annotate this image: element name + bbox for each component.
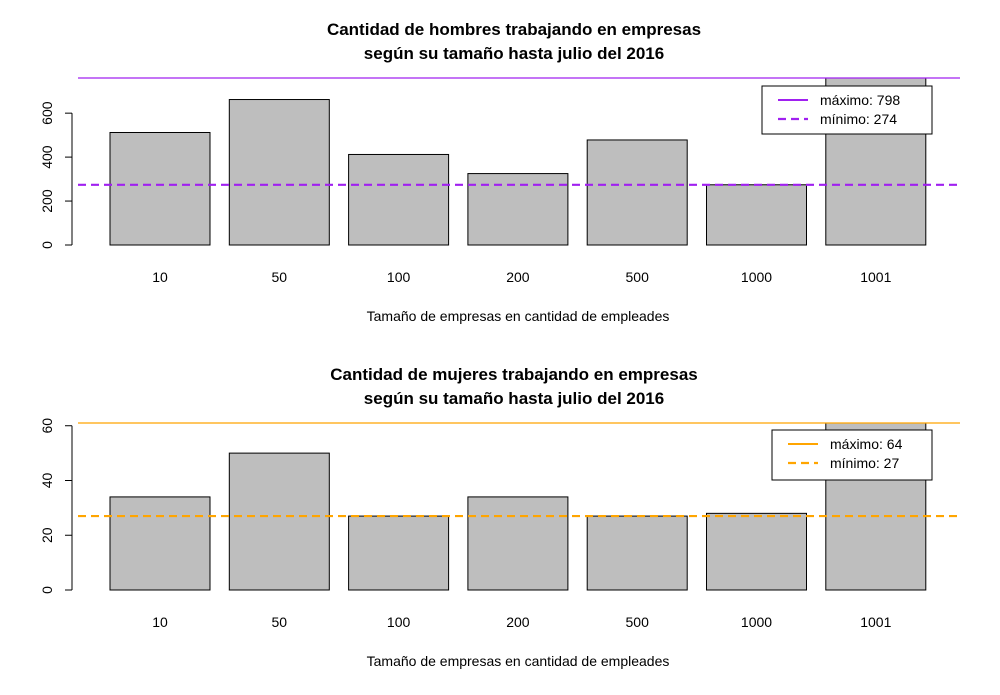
bar-1000: [706, 512, 807, 591]
x-tick-label: 100: [387, 614, 411, 630]
legend: máximo: 64 mínimo: 27: [771, 429, 933, 481]
x-tick-label: 50: [272, 269, 288, 285]
legend-label: mínimo: 274: [820, 111, 897, 127]
x-tick-label: 500: [626, 269, 650, 285]
y-tick-label: 40: [39, 472, 55, 488]
bar-100: [348, 153, 450, 246]
bar-500: [586, 139, 688, 246]
bar-200: [467, 496, 569, 591]
chart-title: Cantidad de mujeres trabajando en empres…: [330, 365, 698, 408]
chart-title-line: según su tamaño hasta julio del 2016: [364, 44, 664, 63]
y-tick-label: 20: [39, 527, 55, 543]
chart-panel-2: Cantidad de mujeres trabajando en empres…: [39, 365, 960, 669]
legend-box: [761, 85, 933, 135]
y-tick-label: 0: [39, 586, 55, 594]
legend: máximo: 798 mínimo: 274: [761, 85, 933, 135]
legend-label: máximo: 798: [820, 92, 900, 108]
bar-50: [228, 452, 330, 591]
bar-10: [109, 496, 211, 591]
y-tick-label: 0: [39, 241, 55, 249]
bar-50: [228, 99, 330, 246]
legend-label: máximo: 64: [830, 436, 903, 452]
y-tick-label: 200: [39, 189, 55, 213]
chart-title-line: Cantidad de hombres trabajando en empres…: [327, 20, 701, 39]
bar-1000: [706, 184, 807, 246]
legend-label: mínimo: 27: [830, 455, 899, 471]
x-tick-label: 200: [506, 269, 530, 285]
x-axis-label: Tamaño de empresas en cantidad de emplea…: [367, 308, 670, 324]
x-tick-label: 1001: [860, 614, 891, 630]
x-tick-label: 500: [626, 614, 650, 630]
chart-title-line: según su tamaño hasta julio del 2016: [364, 389, 664, 408]
x-tick-label: 1000: [741, 614, 772, 630]
bar-10: [109, 131, 211, 246]
bar-500: [586, 515, 688, 591]
x-axis-label: Tamaño de empresas en cantidad de emplea…: [367, 653, 670, 669]
x-tick-label: 200: [506, 614, 530, 630]
x-tick-label: 100: [387, 269, 411, 285]
chart-title-line: Cantidad de mujeres trabajando en empres…: [330, 365, 698, 384]
y-tick-label: 600: [39, 101, 55, 125]
bar-100: [348, 515, 450, 591]
x-tick-label: 10: [152, 614, 168, 630]
legend-box: [771, 429, 933, 481]
chart-title: Cantidad de hombres trabajando en empres…: [327, 20, 701, 63]
x-tick-label: 10: [152, 269, 168, 285]
y-tick-label: 60: [39, 418, 55, 434]
x-tick-label: 50: [272, 614, 288, 630]
x-tick-label: 1001: [860, 269, 891, 285]
x-tick-label: 1000: [741, 269, 772, 285]
chart-panel-1: Cantidad de hombres trabajando en empres…: [39, 20, 960, 324]
y-tick-label: 400: [39, 145, 55, 169]
